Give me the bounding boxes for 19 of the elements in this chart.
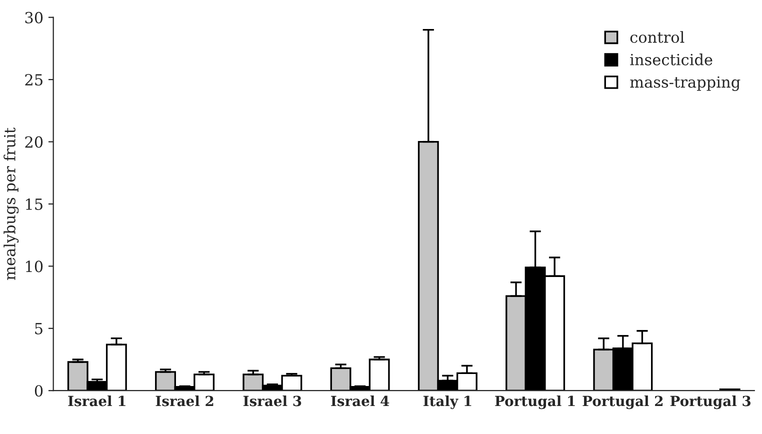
x-tick-label: Israel 4: [331, 395, 390, 406]
x-tick-label: Portugal 2: [582, 395, 663, 410]
y-tick-label: 0: [34, 385, 43, 397]
legend-label: control: [630, 31, 684, 43]
x-tick-label: Italy 1: [423, 395, 472, 410]
legend-label: insecticide: [630, 54, 712, 66]
x-tick-label: Israel 1: [68, 395, 126, 406]
x-tick-label: Israel 2: [156, 395, 214, 406]
y-tick-label: 10: [26, 260, 43, 272]
y-tick-label: 5: [35, 323, 42, 334]
y-tick-label: 30: [25, 12, 43, 24]
y-tick-label: 15: [26, 198, 42, 210]
x-tick-label: Portugal 3: [670, 395, 751, 410]
y-axis-title: mealybugs per fruit: [4, 128, 19, 280]
x-tick-label: Israel 3: [243, 395, 302, 406]
legend-label: mass-trapping: [630, 76, 740, 91]
y-tick-label: 25: [25, 74, 42, 86]
y-tick-label: 20: [25, 136, 43, 148]
x-tick-label: Portugal 1: [495, 395, 575, 410]
